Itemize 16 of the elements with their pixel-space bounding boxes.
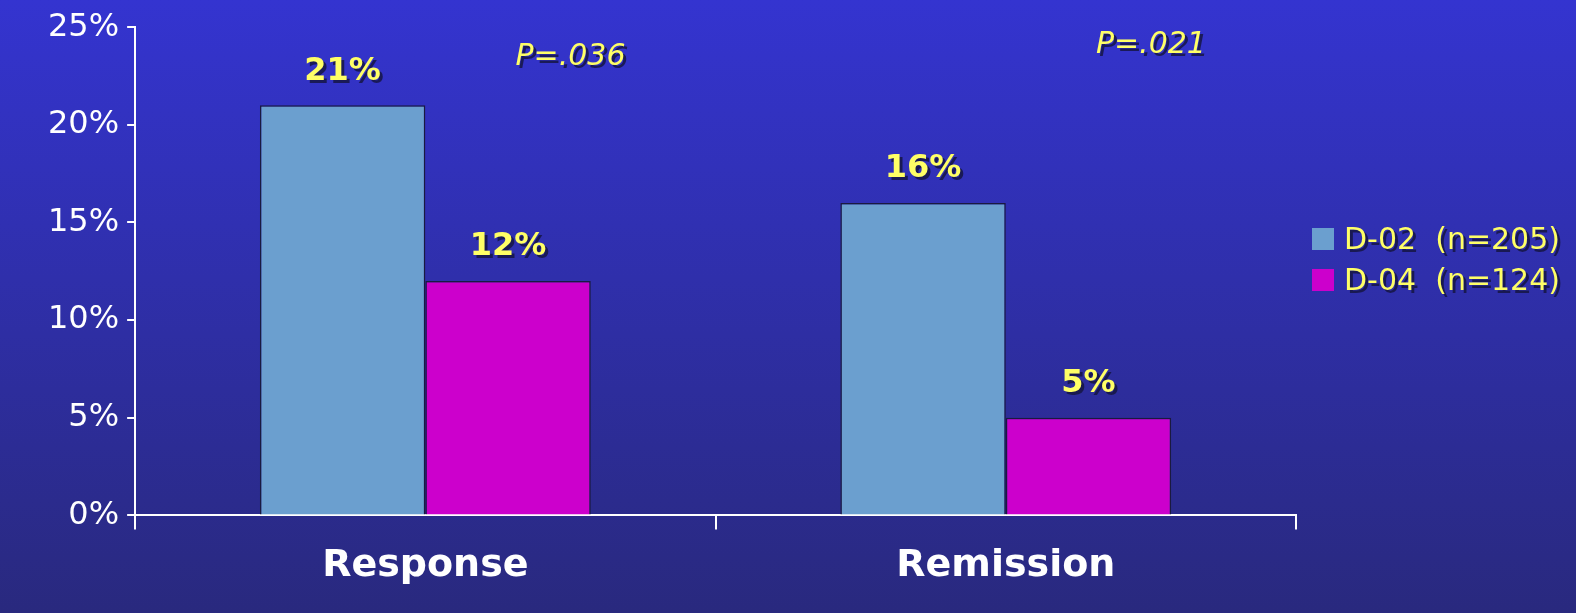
y-tick-label: 25% [48,5,120,44]
data-label: 16% [887,150,965,189]
x-tick-label: Remission [896,541,1116,586]
annotation: P=.021 [1098,28,1209,63]
y-tick-label: 5% [68,396,120,435]
y-tick-label: 10% [48,298,120,337]
y-tick-label: 15% [48,200,120,239]
legend-label: D-04 (n=124) [1344,262,1560,297]
annotation: P=.036 [518,40,629,75]
data-label: 12% [472,228,550,267]
data-label: 21% [307,52,384,91]
y-tick-label: 20% [48,103,120,142]
y-tick-label: 0% [68,493,120,532]
data-label: 5% [1064,365,1119,404]
x-tick-label: Response [322,541,529,586]
legend-label: D-02 (n=205) [1344,221,1560,256]
